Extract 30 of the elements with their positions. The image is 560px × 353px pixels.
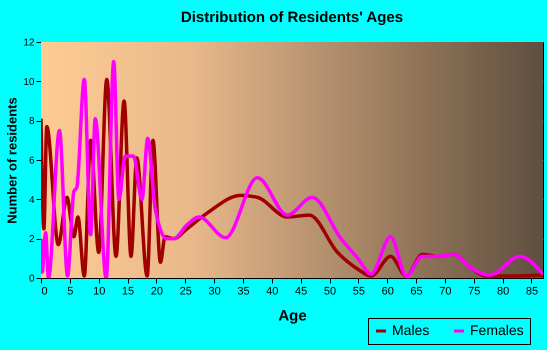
x-tick-label: 70 — [439, 286, 452, 298]
x-tick-label: 50 — [324, 286, 336, 298]
x-tick-label: 60 — [382, 286, 394, 298]
x-tick-label: 30 — [208, 286, 221, 298]
x-tick-label: 20 — [150, 286, 164, 298]
x-tick-label: 75 — [468, 286, 480, 298]
legend-label: Males — [392, 322, 430, 338]
y-tick-label: 6 — [28, 156, 35, 166]
y-tick-label: 12 — [23, 38, 35, 48]
x-tick-label: 0 — [42, 286, 48, 298]
x-tick-label: 25 — [180, 286, 192, 298]
chart-title: Distribution of Residents' Ages — [180, 9, 404, 26]
y-tick-label: 10 — [23, 76, 35, 88]
y-tick-label: 2 — [28, 234, 35, 246]
x-tick-label: 55 — [352, 286, 365, 298]
x-tick-label: 40 — [266, 286, 278, 298]
y-tick-label: 4 — [28, 194, 35, 206]
x-tick-label: 35 — [237, 286, 250, 298]
x-axis-title: Age — [278, 308, 307, 324]
legend-label: Females — [470, 322, 524, 338]
x-tick-label: 5 — [67, 286, 74, 298]
x-tick-label: 65 — [410, 286, 423, 298]
y-tick-label: 8 — [28, 116, 35, 128]
x-tick-label: 10 — [93, 286, 106, 298]
x-tick-label: 85 — [526, 286, 538, 298]
y-tick-label: 0 — [28, 274, 35, 284]
y-axis-title: Number of residents — [4, 97, 20, 224]
x-tick-label: 45 — [295, 286, 308, 298]
x-tick-label: 80 — [496, 286, 510, 298]
x-tick-label: 15 — [122, 286, 134, 298]
